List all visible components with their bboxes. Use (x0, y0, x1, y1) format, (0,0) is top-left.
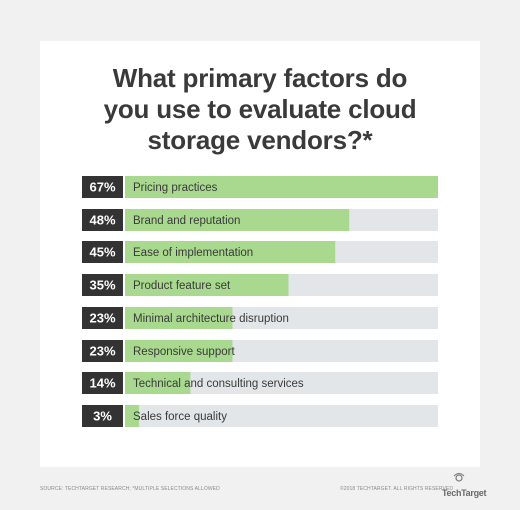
bar-row: 3% Sales force quality (82, 405, 438, 427)
value-label: 3% (93, 409, 112, 424)
category-label: Pricing practices (133, 182, 218, 194)
brand-name: TechTarget (442, 488, 487, 498)
value-label: 35% (89, 278, 115, 293)
category-label: Ease of implementation (133, 247, 253, 259)
bar-track (125, 405, 438, 427)
value-label: 14% (89, 376, 115, 391)
bar-row: 45% Ease of implementation (82, 241, 438, 263)
category-label: Product feature set (133, 280, 231, 292)
category-label: Minimal architecture disruption (133, 313, 289, 325)
value-label-box (82, 405, 123, 427)
bar (125, 307, 233, 329)
bar-track (125, 372, 438, 394)
value-label-box (82, 209, 123, 231)
value-label-box (82, 176, 123, 198)
bar-row: 23% Responsive support (82, 340, 438, 362)
value-label-box (82, 274, 123, 296)
value-label-box (82, 241, 123, 263)
bar (125, 405, 140, 427)
category-label: Sales force quality (133, 411, 227, 423)
chart-title-line-2: you use to evaluate cloud (103, 94, 417, 124)
bar-row: 67% Pricing practices (82, 176, 438, 198)
bar-row: 23% Minimal architecture disruption (82, 307, 438, 329)
chart-title-line-1: What primary factors do (112, 63, 408, 93)
bar-row: 35% Product feature set (82, 274, 438, 296)
techtarget-logo-icon (453, 473, 465, 482)
value-label: 23% (89, 311, 115, 326)
chart-title-line-3: storage vendors?* (147, 125, 373, 155)
value-label: 23% (89, 344, 115, 359)
bar (125, 209, 350, 231)
bar-row: 48% Brand and reputation (82, 209, 438, 231)
category-label: Technical and consulting services (133, 378, 304, 390)
bar (125, 176, 438, 198)
bar (125, 274, 289, 296)
value-label-box (82, 307, 123, 329)
chart-title: What primary factors do you use to evalu… (40, 63, 480, 156)
category-label: Responsive support (133, 346, 235, 358)
value-label: 67% (89, 180, 115, 195)
source-note: SOURCE: TECHTARGET RESEARCH; *MULTIPLE S… (40, 486, 220, 492)
value-label-box (82, 340, 123, 362)
bar-row: 14% Technical and consulting services (82, 372, 438, 394)
bar (125, 372, 191, 394)
bar (125, 340, 233, 362)
value-label: 48% (89, 213, 115, 228)
category-label: Brand and reputation (133, 215, 240, 227)
bar (125, 241, 336, 263)
value-label-box (82, 372, 123, 394)
copyright-note: ©2018 TECHTARGET. ALL RIGHTS RESERVED (340, 486, 454, 492)
value-label: 45% (89, 245, 115, 260)
techtarget-logo: TechTarget (442, 472, 492, 501)
